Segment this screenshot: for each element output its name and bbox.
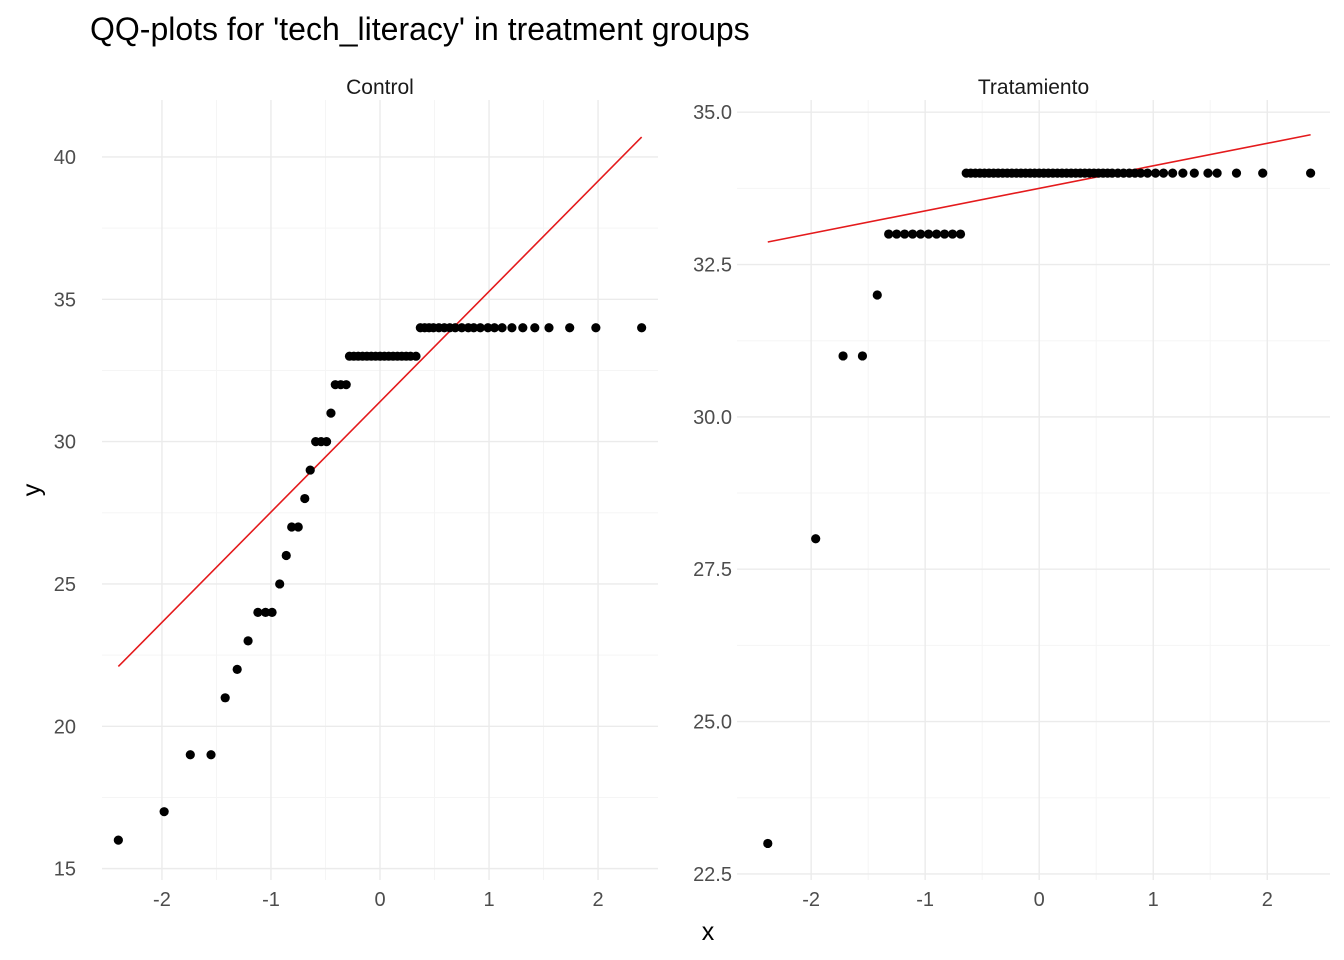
chart-title: QQ-plots for 'tech_literacy' in treatmen… [90,11,750,47]
data-point [206,750,216,760]
y-tick-label: 40 [54,147,76,169]
panel-tratamiento: -2 -1 0 1 2 22.5 25.0 27.5 30.0 32.5 35.0 Tratamien… [693,76,1330,911]
y-tick-label: 32.5 [693,255,732,277]
x-tick-label: 2 [592,889,603,911]
data-point [243,636,253,646]
data-point [475,323,485,333]
x-tick-label: 0 [1034,889,1045,911]
x-tick-label: 0 [374,889,385,911]
data-point [947,229,958,239]
data-point [287,522,297,532]
data-point [450,323,460,333]
data-point [872,290,882,300]
data-point [857,351,868,361]
y-tick-label: 25.0 [693,712,732,734]
data-point [326,408,336,418]
data-point [341,380,351,390]
x-tick-label: -2 [802,889,820,911]
y-tick-label: 20 [54,716,76,738]
data-point [1203,168,1213,178]
data-point [275,579,285,589]
panel-strip-label: Control [346,76,414,99]
data-point [931,229,942,239]
data-point [916,229,926,239]
data-point [489,323,500,333]
data-point [411,351,421,361]
data-point [159,807,169,817]
data-point [232,664,242,674]
y-tick-label: 15 [54,859,76,881]
data-point [220,693,230,703]
x-tick-label: 1 [483,889,494,911]
y-tick-label: 25 [54,574,76,596]
data-point [1178,168,1188,178]
data-point [923,229,934,239]
data-point [1306,168,1316,178]
data-point [185,750,195,760]
data-point [811,534,821,544]
data-point [507,323,517,333]
data-point [637,323,647,333]
data-point [565,323,575,333]
qq-reference-line [117,136,643,668]
data-point [908,229,918,239]
y-tick-label: 35.0 [693,102,732,124]
y-tick-label: 22.5 [693,864,732,886]
qq-reference-line [767,133,1311,243]
data-point [1150,168,1161,178]
data-point [483,323,493,333]
data-point [300,493,310,504]
data-point [1212,168,1222,178]
x-tick-label: -2 [153,889,171,911]
x-axis-title: x [702,918,715,946]
y-tick-label: 35 [54,289,76,311]
panel-control: -2 -1 0 1 2 15 20 25 30 35 40 Control [54,76,658,911]
x-tick-label: -1 [916,889,934,911]
y-tick-label: 30 [54,432,76,454]
x-tick-label: -1 [262,889,280,911]
data-point [544,323,554,333]
y-tick-label: 27.5 [693,559,732,581]
data-point [591,323,601,333]
data-point [763,838,773,849]
data-point [1158,168,1169,178]
data-point [1136,168,1146,178]
data-point [321,437,332,447]
data-point [267,607,277,618]
data-point [305,465,315,475]
data-point [1258,168,1268,178]
data-point [1142,168,1153,178]
data-point [260,607,271,618]
data-point [1231,168,1242,178]
x-tick-label: 1 [1148,889,1159,911]
data-point [939,229,950,239]
panel-strip-label: Tratamiento [978,76,1089,99]
data-point [113,835,123,845]
data-point [892,229,902,239]
data-point [497,323,507,333]
data-point [469,323,479,333]
data-point [253,607,263,618]
data-point [900,229,910,239]
data-point [530,323,540,333]
data-point [457,323,467,333]
data-point [281,550,291,561]
data-point [1168,168,1178,178]
data-point [838,351,848,361]
x-tick-label: 2 [1262,889,1273,911]
y-axis-title: y [18,483,46,496]
data-point [955,229,966,239]
y-tick-label: 30.0 [693,407,732,429]
data-point [518,323,528,333]
data-point [293,522,303,532]
data-point [884,229,894,239]
data-point [1189,168,1199,178]
